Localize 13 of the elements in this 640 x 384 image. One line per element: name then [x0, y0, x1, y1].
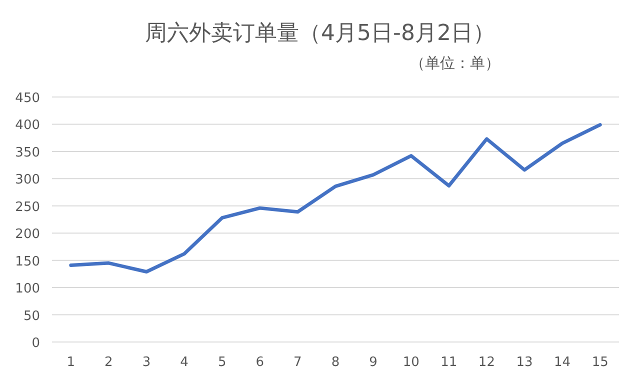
y-tick-label: 50 [23, 308, 40, 324]
line-series [69, 123, 602, 274]
y-tick-label: 150 [15, 254, 40, 270]
y-tick-label: 0 [32, 336, 40, 351]
y-tick-label: 450 [15, 91, 40, 106]
y-tick-label: 100 [15, 282, 40, 297]
y-tick-label: 400 [15, 118, 40, 134]
y-tick-label: 350 [15, 145, 40, 160]
y-tick-label: 300 [15, 172, 40, 188]
y-tick-label: 250 [15, 200, 40, 215]
y-tick-label: 200 [15, 227, 40, 242]
chart-title: 周六外卖订单量（4月5日-8月2日） [145, 21, 495, 46]
chart-subtitle: （单位：单） [410, 54, 500, 72]
